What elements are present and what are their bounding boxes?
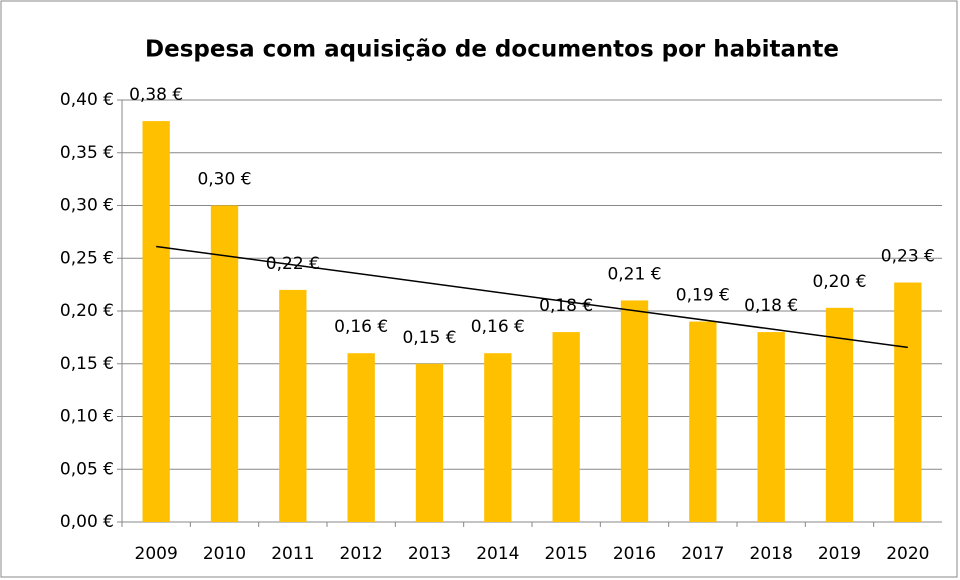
y-tick-label: 0,00 € (60, 512, 114, 532)
data-label: 0,19 € (676, 286, 730, 306)
y-tick-label: 0,10 € (60, 407, 114, 427)
x-tick-label: 2020 (886, 544, 929, 564)
x-tick-label: 2013 (408, 544, 451, 564)
bar (757, 332, 785, 522)
data-label: 0,22 € (266, 254, 320, 274)
x-tick-label: 2014 (476, 544, 519, 564)
y-tick-label: 0,25 € (60, 248, 114, 268)
bar (825, 307, 854, 522)
bar (142, 121, 170, 522)
x-tick-label: 2016 (613, 544, 656, 564)
data-label: 0,20 € (812, 272, 866, 292)
bar (689, 321, 717, 522)
bar (552, 332, 580, 522)
x-tick-label: 2009 (135, 544, 178, 564)
y-tick-label: 0,15 € (60, 354, 114, 374)
chart-title: Despesa com aquisição de documentos por … (145, 37, 839, 63)
x-tick-label: 2015 (545, 544, 588, 564)
x-tick-label: 2010 (203, 544, 246, 564)
bar (484, 353, 512, 522)
data-label: 0,23 € (881, 247, 935, 267)
y-tick-label: 0,30 € (60, 196, 114, 216)
data-label: 0,21 € (607, 264, 661, 284)
x-tick-label: 2012 (340, 544, 383, 564)
bar (894, 282, 922, 522)
y-tick-label: 0,05 € (60, 459, 114, 479)
bar (620, 300, 649, 522)
data-label: 0,30 € (197, 170, 251, 190)
y-tick-label: 0,20 € (60, 301, 114, 321)
y-tick-label: 0,35 € (60, 143, 114, 163)
bar (210, 205, 239, 522)
data-label: 0,18 € (744, 296, 798, 316)
x-tick-label: 2017 (681, 544, 724, 564)
bar (415, 363, 444, 522)
data-label: 0,38 € (129, 85, 183, 105)
x-tick-label: 2018 (750, 544, 793, 564)
trendline (156, 245, 908, 349)
x-tick-label: 2019 (818, 544, 861, 564)
bar (347, 353, 375, 522)
y-tick-label: 0,40 € (60, 90, 114, 110)
data-label: 0,15 € (402, 328, 456, 348)
bar (279, 289, 307, 522)
x-tick-label: 2011 (271, 544, 314, 564)
data-label: 0,16 € (334, 317, 388, 337)
data-label: 0,16 € (471, 317, 525, 337)
data-label: 0,18 € (539, 296, 593, 316)
